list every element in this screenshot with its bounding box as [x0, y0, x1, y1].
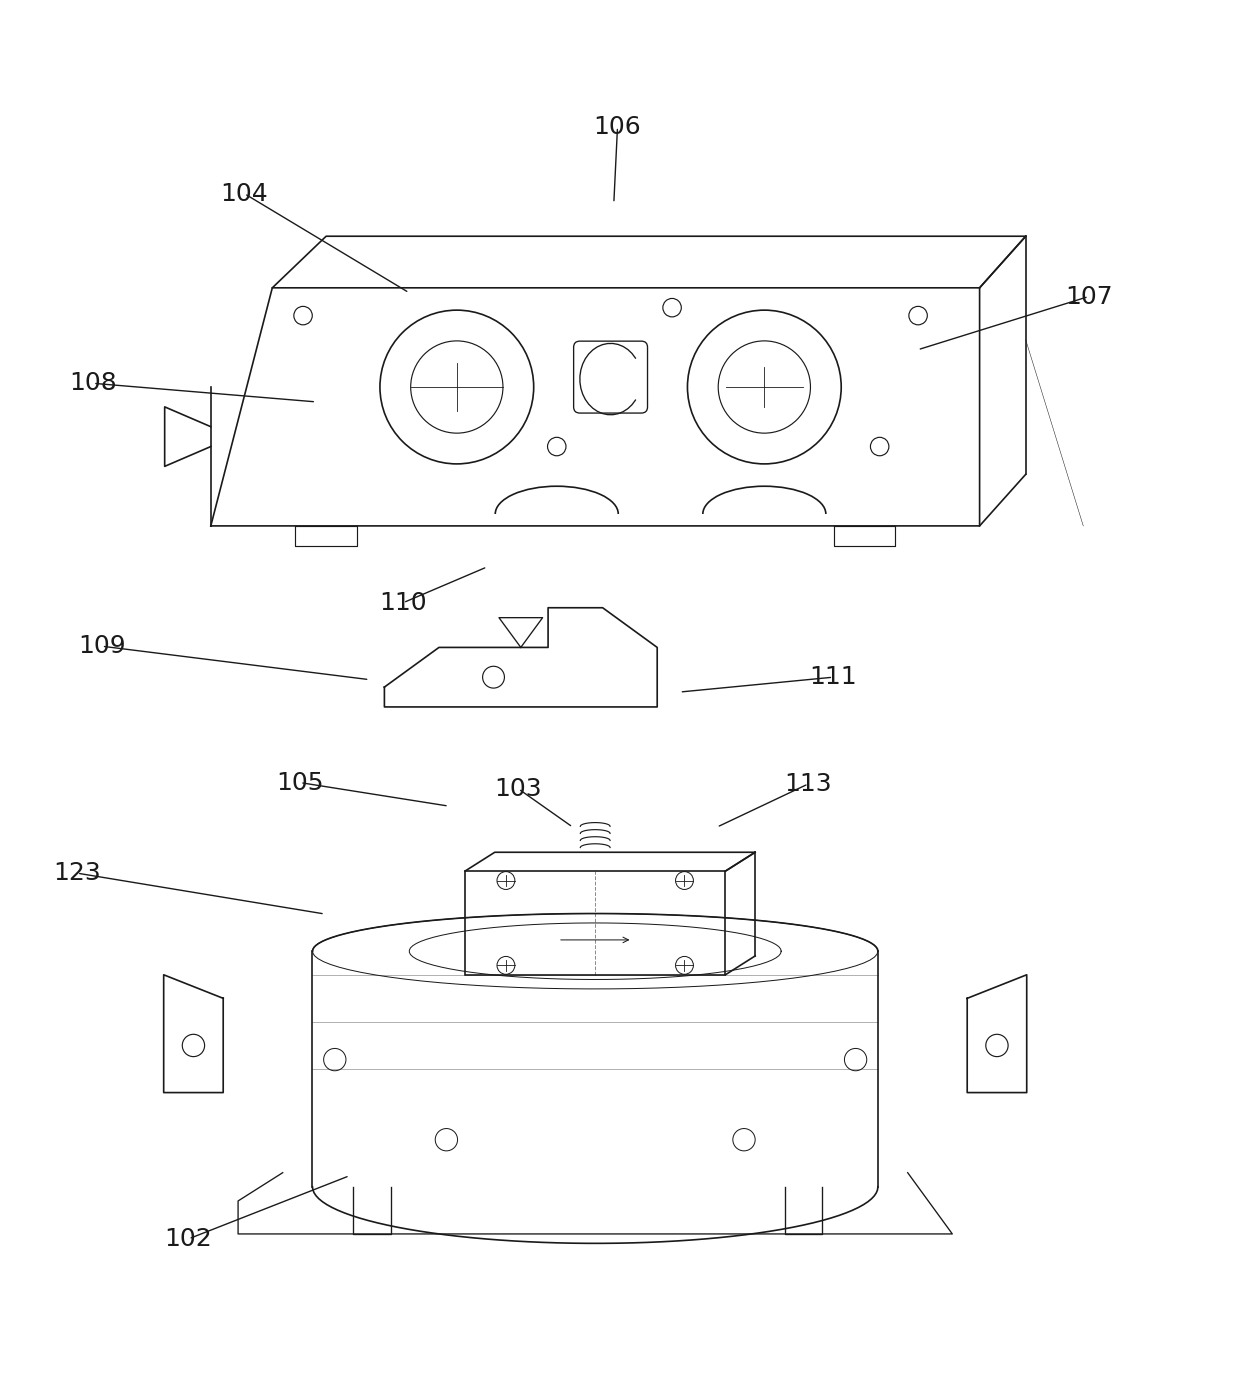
- Text: 107: 107: [1065, 284, 1112, 309]
- Text: 110: 110: [379, 590, 427, 614]
- Text: 106: 106: [594, 115, 641, 139]
- Text: 123: 123: [53, 862, 100, 886]
- Text: 103: 103: [495, 776, 542, 800]
- Text: 104: 104: [221, 182, 268, 206]
- Bar: [465, 872, 725, 975]
- Text: 109: 109: [78, 634, 125, 658]
- Text: 105: 105: [277, 771, 324, 795]
- Text: 113: 113: [785, 772, 832, 796]
- Text: 111: 111: [810, 665, 857, 690]
- Text: 108: 108: [69, 371, 117, 396]
- Text: 102: 102: [165, 1227, 212, 1251]
